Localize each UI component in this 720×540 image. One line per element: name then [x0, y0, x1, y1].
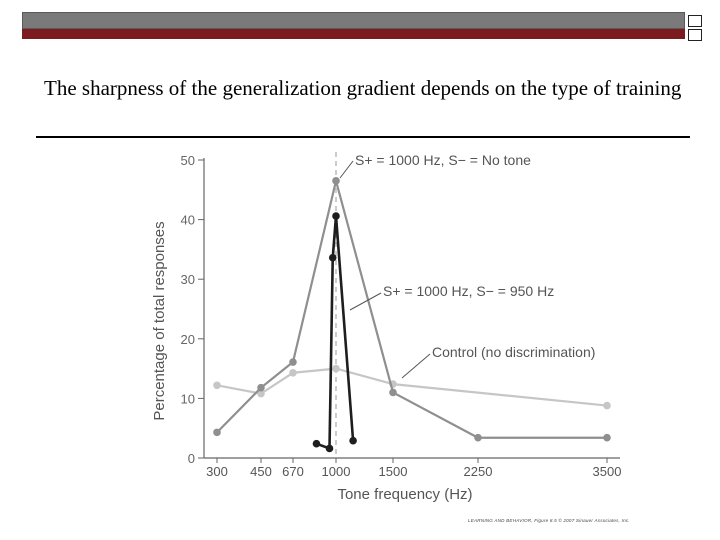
data-point: [289, 368, 297, 377]
x-tick-label: 3500: [593, 464, 622, 479]
x-tick-label: 300: [206, 464, 228, 479]
data-point: [213, 428, 221, 437]
data-point: [289, 358, 297, 366]
data-point: [328, 253, 337, 262]
header-stripe-gray: [22, 12, 685, 29]
x-axis-title: Tone frequency (Hz): [337, 486, 472, 503]
series-line: [316, 214, 355, 450]
x-tick-label: 670: [282, 464, 304, 479]
data-point: [603, 433, 611, 442]
data-point: [474, 433, 482, 442]
x-tick-label: 1500: [379, 464, 408, 479]
y-tick-label: 40: [181, 213, 195, 228]
series-label: S+ = 1000 Hz, S− = 950 Hz: [383, 283, 554, 299]
annotation-leader-line: [401, 353, 431, 379]
no-tone-series: [213, 177, 611, 442]
data-point: [332, 177, 340, 185]
slide-header-bar: [22, 12, 685, 39]
annotation-leader-line: [339, 160, 354, 179]
data-point: [389, 388, 397, 397]
chart-labels: S+ = 1000 Hz, S− = No tone S+ = 1000 Hz, …: [339, 152, 595, 379]
header-stripe-maroon: [22, 29, 685, 39]
annotation-leader-line: [349, 292, 382, 311]
y-tick-label: 30: [181, 272, 195, 287]
y-tick-label: 50: [181, 153, 195, 168]
y-tick-label: 20: [181, 332, 195, 347]
y-axis-title: Percentage of total responses: [151, 221, 168, 420]
discrimination-950-series: [312, 212, 357, 453]
data-point: [312, 439, 321, 448]
title-underline: [36, 136, 690, 138]
y-tick-label: 10: [181, 391, 195, 406]
corner-square-bottom: [688, 29, 702, 41]
chart-axes: 0 10 20 30 40 50 300 450 670 1000 1500 2250 3500 Tone…: [151, 152, 621, 503]
generalization-gradient-chart: 0 10 20 30 40 50 300 450 670 1000 1500 2250 3500 Tone…: [151, 152, 621, 503]
data-point: [349, 436, 357, 445]
y-tick-label: 0: [188, 451, 195, 466]
data-point: [257, 383, 265, 392]
series-line: [216, 367, 608, 407]
data-point: [603, 401, 611, 410]
figure-credit: LEARNING AND BEHAVIOR, Figure 8.5 © 2007…: [468, 518, 630, 523]
data-point: [325, 444, 334, 453]
corner-square-top: [688, 15, 702, 27]
x-tick-label: 1000: [322, 464, 351, 479]
x-tick-label: 2250: [464, 464, 493, 479]
x-tick-label: 450: [250, 464, 272, 479]
data-point: [332, 212, 340, 220]
slide-title: The sharpness of the generalization grad…: [44, 76, 682, 100]
series-label: Control (no discrimination): [432, 344, 595, 360]
data-point: [213, 381, 221, 390]
data-point: [257, 389, 265, 398]
data-point: [332, 364, 340, 373]
chart-series: [213, 177, 611, 453]
series-label: S+ = 1000 Hz, S− = No tone: [355, 152, 531, 168]
